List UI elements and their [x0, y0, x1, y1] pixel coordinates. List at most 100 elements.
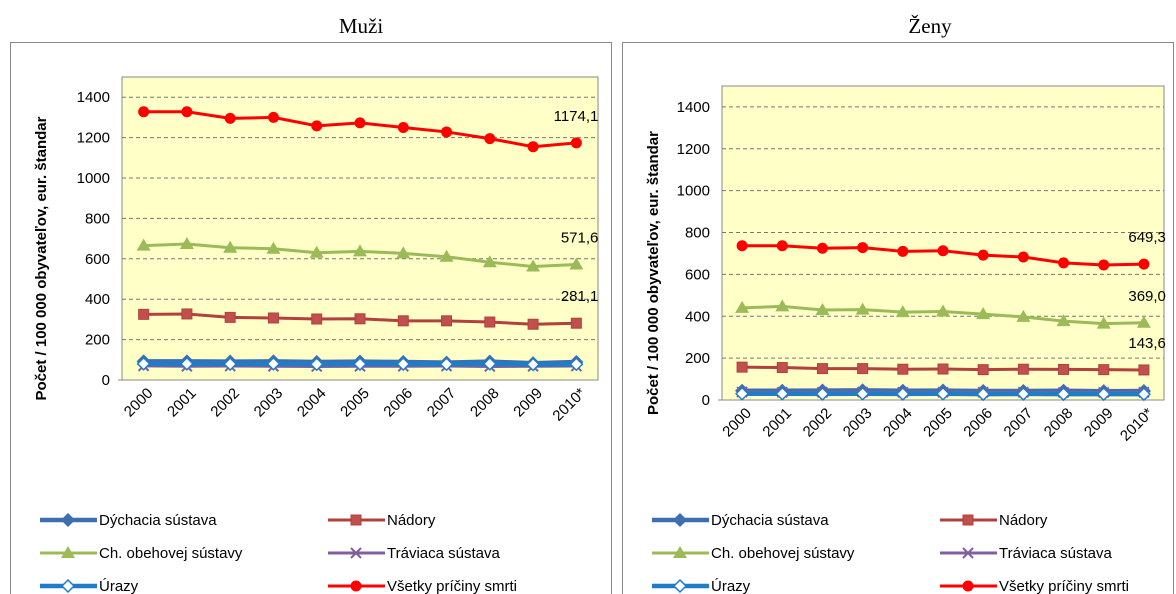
- y-axis-label: Počet / 100 000 obyvateľov, eur. štandar: [33, 116, 50, 400]
- x-tick-label: 2003: [251, 385, 287, 421]
- marker: [775, 299, 790, 312]
- panel-border: [10, 42, 612, 594]
- marker: [266, 356, 281, 371]
- marker: [441, 315, 453, 327]
- marker-shape: [569, 257, 584, 270]
- marker-shape: [1058, 257, 1070, 269]
- legend-marker: [350, 580, 362, 592]
- marker-shape: [1016, 386, 1031, 401]
- x-tick-label: 2006: [380, 385, 416, 421]
- marker: [267, 111, 279, 123]
- marker-shape: [266, 356, 281, 371]
- marker-shape: [309, 357, 324, 372]
- marker: [179, 237, 194, 250]
- marker-shape: [397, 122, 409, 133]
- marker-shape: [570, 317, 582, 329]
- legend-marker: [672, 578, 688, 594]
- y-tick-label: 1400: [77, 89, 110, 106]
- marker: [397, 315, 409, 327]
- marker: [815, 386, 830, 401]
- x-tick-label: 2005: [920, 405, 956, 441]
- x-tick-label: 2005: [337, 385, 373, 421]
- marker: [976, 307, 991, 320]
- marker-shape: [1096, 387, 1111, 402]
- marker: [1136, 315, 1151, 328]
- legend-label: Tráviaca sústava: [387, 545, 500, 562]
- legend-marker: [962, 514, 974, 526]
- marker-shape: [895, 386, 910, 401]
- marker-shape: [1136, 315, 1151, 328]
- legend-label: Úrazy: [711, 578, 751, 594]
- y-tick-label: 0: [702, 392, 710, 409]
- marker-shape: [673, 546, 687, 558]
- marker-shape: [1056, 314, 1071, 327]
- marker: [352, 356, 368, 372]
- marker: [569, 257, 584, 270]
- marker-shape: [775, 386, 790, 401]
- marker-shape: [736, 361, 748, 373]
- legend-label: Ch. obehovej sústavy: [99, 545, 243, 562]
- marker: [735, 300, 750, 313]
- marker-shape: [962, 514, 974, 526]
- marker: [136, 238, 151, 251]
- x-tick-label: 2009: [1081, 405, 1117, 441]
- marker: [936, 304, 950, 317]
- marker-shape: [267, 111, 279, 123]
- y-tick-label: 0: [102, 372, 110, 389]
- marker: [1098, 259, 1110, 271]
- marker: [935, 386, 951, 401]
- legend-label: Dýchacia sústava: [711, 512, 829, 529]
- marker-shape: [735, 386, 750, 401]
- marker-shape: [223, 240, 238, 253]
- marker-shape: [354, 313, 366, 325]
- marker-shape: [223, 356, 238, 372]
- marker-shape: [735, 300, 750, 313]
- marker-shape: [1096, 316, 1111, 329]
- marker-shape: [484, 133, 496, 145]
- marker-shape: [976, 307, 991, 320]
- marker-shape: [60, 512, 76, 528]
- x-tick-label: 2001: [759, 405, 795, 441]
- marker-shape: [1136, 387, 1151, 402]
- marker: [311, 313, 323, 325]
- marker-shape: [352, 356, 368, 372]
- marker: [439, 249, 454, 262]
- marker: [1058, 257, 1070, 269]
- plot-area: [721, 85, 1165, 401]
- value-label: 649,3: [1128, 229, 1166, 246]
- marker: [1136, 387, 1151, 402]
- marker-shape: [482, 356, 497, 371]
- marker-shape: [895, 305, 910, 318]
- marker: [736, 361, 748, 373]
- marker: [1016, 386, 1031, 401]
- x-tick-label: 2000: [121, 385, 157, 421]
- y-tick-label: 1000: [77, 170, 110, 187]
- chart-title: Ženy: [908, 14, 952, 38]
- marker: [1138, 258, 1150, 270]
- marker: [1056, 387, 1071, 402]
- marker: [396, 356, 411, 372]
- y-tick-label: 200: [85, 332, 110, 349]
- marker-shape: [897, 363, 909, 375]
- marker: [309, 245, 324, 258]
- marker-shape: [439, 357, 454, 372]
- y-tick-label: 200: [685, 350, 710, 367]
- marker-shape: [1017, 251, 1029, 263]
- marker: [937, 245, 949, 257]
- y-tick-label: 1000: [677, 183, 710, 200]
- y-tick-label: 1200: [77, 130, 110, 147]
- marker-shape: [776, 362, 788, 374]
- marker-shape: [1017, 363, 1029, 375]
- marker-shape: [672, 512, 688, 528]
- value-label: 281,1: [561, 288, 599, 305]
- marker: [311, 120, 323, 132]
- marker-shape: [977, 249, 989, 261]
- marker: [527, 318, 539, 330]
- marker: [570, 137, 582, 149]
- marker: [181, 106, 193, 118]
- panel-border: [622, 42, 1174, 594]
- marker-shape: [897, 245, 909, 257]
- marker: [895, 386, 910, 401]
- y-axis-label: Počet / 100 000 obyvateľov, eur. štandar: [645, 131, 662, 415]
